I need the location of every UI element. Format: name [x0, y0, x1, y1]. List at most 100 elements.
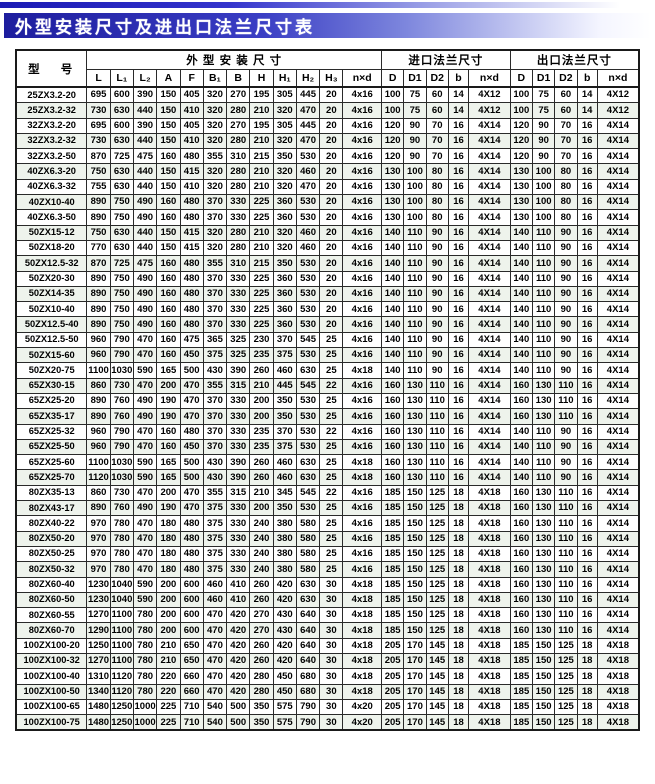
value-cell: 890	[86, 316, 111, 333]
model-cell: 25ZX3.2-20	[15, 86, 88, 104]
value-cell: 320	[202, 178, 228, 196]
value-cell: 160	[156, 255, 181, 272]
value-cell: 4X14	[468, 178, 511, 196]
value-cell: 4X14	[596, 209, 640, 226]
value-cell: 80	[425, 163, 449, 180]
value-cell: 750	[86, 224, 111, 241]
value-cell: 18	[447, 545, 470, 563]
value-cell: 4x16	[342, 132, 383, 150]
value-cell: 130	[403, 377, 427, 394]
value-cell: 90	[403, 132, 427, 150]
value-cell: 16	[576, 423, 598, 440]
value-cell: 205	[381, 652, 405, 670]
value-cell: 160	[156, 285, 181, 303]
value-cell: 4X14	[468, 163, 511, 180]
value-cell: 140	[509, 423, 533, 440]
value-cell: 270	[226, 117, 251, 134]
value-cell: 110	[425, 423, 449, 440]
table-row: 50ZX12.5-32 870 725 475 160 480 355 310 215 350 53…	[15, 255, 640, 272]
value-cell: 185	[509, 652, 533, 670]
value-cell: 460	[272, 362, 297, 379]
value-cell: 470	[202, 683, 228, 700]
value-cell: 1250	[109, 698, 134, 716]
value-cell: 4X14	[596, 392, 640, 410]
value-cell: 30	[319, 668, 344, 685]
value-cell: 150	[156, 117, 181, 134]
value-cell: 4X18	[596, 668, 640, 685]
value-cell: 220	[156, 668, 181, 685]
value-cell: 770	[86, 239, 111, 257]
value-cell: 360	[272, 270, 297, 287]
value-cell: 4X12	[468, 86, 511, 104]
value-cell: 225	[156, 714, 181, 731]
value-cell: 475	[179, 331, 204, 349]
value-cell: 90	[403, 148, 427, 165]
model-cell: 65ZX25-50	[15, 438, 88, 456]
value-cell: 330	[226, 515, 251, 532]
value-cell: 470	[202, 668, 228, 685]
value-cell: 18	[447, 530, 470, 547]
value-cell: 160	[381, 408, 405, 425]
value-cell: 460	[202, 591, 228, 609]
value-cell: 320	[202, 163, 228, 180]
value-cell: 375	[202, 530, 228, 547]
value-cell: 80	[554, 194, 578, 211]
value-cell: 725	[109, 255, 134, 272]
value-cell: 140	[509, 316, 533, 333]
value-cell: 960	[86, 347, 111, 364]
value-cell: 370	[202, 301, 228, 318]
table-row: 65ZX25-20 890 760 490 190 470 370 330 200 350 530 2…	[15, 392, 640, 410]
value-cell: 490	[132, 270, 158, 287]
value-cell: 180	[156, 530, 181, 547]
value-cell: 470	[132, 545, 158, 563]
value-cell: 490	[132, 316, 158, 333]
value-cell: 150	[156, 224, 181, 241]
value-cell: 60	[425, 86, 449, 104]
value-cell: 480	[179, 270, 204, 287]
value-cell: 16	[576, 347, 598, 364]
value-cell: 130	[381, 209, 405, 226]
value-cell: 4X14	[596, 331, 640, 349]
value-cell: 490	[132, 392, 158, 410]
table-row: 100ZX100-20 1250 1100 780 210 650 470 420 260 420…	[15, 637, 640, 654]
value-cell: 1480	[86, 698, 111, 716]
value-cell: 650	[179, 637, 204, 654]
value-cell: 1030	[109, 362, 134, 379]
value-cell: 4X14	[468, 438, 511, 456]
value-cell: 16	[576, 438, 598, 456]
value-cell: 530	[295, 270, 321, 287]
value-cell: 270	[249, 622, 274, 639]
value-cell: 100	[509, 86, 533, 104]
page-title: 外型安装尺寸及进出口法兰尺寸表	[15, 18, 315, 37]
value-cell: 16	[576, 301, 598, 318]
value-cell: 160	[509, 576, 533, 593]
value-cell: 22	[319, 423, 344, 440]
value-cell: 125	[554, 683, 578, 700]
value-cell: 450	[272, 668, 297, 685]
value-cell: 600	[109, 117, 134, 134]
value-cell: 16	[576, 331, 598, 349]
value-cell: 140	[509, 255, 533, 272]
value-cell: 630	[109, 132, 134, 150]
value-cell: 125	[554, 698, 578, 716]
value-cell: 460	[295, 239, 321, 257]
value-cell: 25	[319, 545, 344, 563]
value-cell: 160	[509, 530, 533, 547]
value-cell: 140	[509, 454, 533, 471]
value-cell: 120	[381, 117, 405, 134]
table-row: 100ZX100-40 1310 1120 780 220 660 470 420 280 450…	[15, 668, 640, 685]
value-cell: 780	[109, 561, 134, 578]
value-cell: 470	[179, 392, 204, 410]
value-cell: 200	[249, 392, 274, 410]
value-cell: 280	[226, 102, 251, 119]
table-row: 65ZX30-15 860 730 470 200 470 355 315 210 445 545 2…	[15, 377, 640, 394]
value-cell: 450	[272, 683, 297, 700]
value-cell: 185	[381, 607, 405, 624]
value-cell: 780	[132, 668, 158, 685]
model-cell: 65ZX30-15	[15, 377, 88, 394]
value-cell: 110	[403, 362, 427, 379]
value-cell: 130	[509, 178, 533, 196]
value-cell: 110	[554, 607, 578, 624]
value-cell: 4x16	[342, 270, 383, 287]
value-cell: 4x18	[342, 622, 383, 639]
